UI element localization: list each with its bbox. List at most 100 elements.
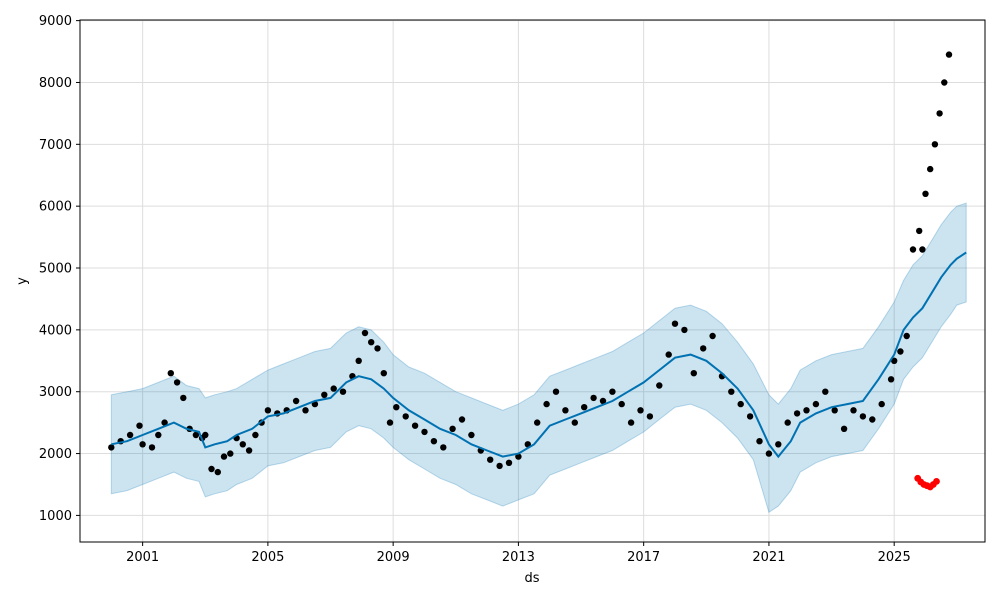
observed-point xyxy=(709,332,716,340)
observed-point xyxy=(922,190,929,197)
observed-point xyxy=(609,388,616,395)
observed-point xyxy=(468,431,475,439)
observed-point xyxy=(126,431,134,439)
observed-point xyxy=(202,431,209,439)
observed-point xyxy=(220,453,228,460)
observed-point xyxy=(180,394,187,402)
observed-point xyxy=(440,444,447,451)
observed-point xyxy=(534,419,541,426)
observed-point xyxy=(775,441,782,448)
observed-point xyxy=(245,447,253,454)
observed-point xyxy=(690,370,697,377)
observed-point xyxy=(487,456,494,463)
observed-point xyxy=(756,438,763,445)
observed-point xyxy=(891,357,898,364)
observed-point xyxy=(859,413,867,420)
observed-point xyxy=(941,79,948,86)
observed-point xyxy=(681,326,688,334)
observed-point xyxy=(252,431,259,439)
observed-point xyxy=(380,370,387,377)
observed-point xyxy=(321,391,328,398)
observed-point xyxy=(840,425,848,432)
x-axis-ticks: 2001 2005 2009 2013 2017 2021 2025 xyxy=(126,542,911,565)
observed-point xyxy=(646,413,654,420)
observed-point xyxy=(458,416,466,423)
observed-point xyxy=(656,382,663,389)
observed-point xyxy=(167,370,174,377)
observed-point xyxy=(239,441,246,448)
observed-point xyxy=(945,51,953,58)
observed-point xyxy=(812,400,820,408)
observed-point xyxy=(909,246,917,253)
observed-point xyxy=(161,419,168,426)
x-tick-label: 2025 xyxy=(878,550,911,565)
x-tick-label: 2017 xyxy=(627,550,660,565)
observed-point xyxy=(192,431,200,439)
observed-point xyxy=(292,397,300,405)
observed-point xyxy=(793,410,801,417)
observed-point xyxy=(393,404,400,411)
observed-point xyxy=(728,388,735,395)
observed-point xyxy=(887,376,895,383)
observed-point xyxy=(421,428,428,436)
y-tick-label: 2000 xyxy=(39,447,72,462)
observed-point xyxy=(700,345,707,352)
observed-point xyxy=(339,388,347,395)
plot-frame xyxy=(79,19,986,543)
x-tick-label: 2005 xyxy=(251,550,284,565)
observed-point xyxy=(173,379,181,386)
observed-point xyxy=(831,407,838,414)
observed-point xyxy=(850,407,857,414)
y-tick-label: 7000 xyxy=(39,138,72,153)
forecast-line-group xyxy=(111,251,967,459)
observed-point xyxy=(386,419,394,426)
observed-point xyxy=(543,400,550,408)
observed-point xyxy=(148,444,156,451)
observed-point xyxy=(878,400,885,408)
observed-point xyxy=(897,348,904,355)
observed-point xyxy=(590,394,597,402)
observed-point xyxy=(581,404,588,411)
observed-point xyxy=(355,357,362,364)
y-tick-label: 3000 xyxy=(39,385,72,400)
y-tick-label: 5000 xyxy=(39,262,72,277)
observed-point xyxy=(496,462,503,470)
observed-point xyxy=(108,444,115,451)
observed-points xyxy=(108,51,953,476)
observed-point xyxy=(571,419,578,426)
observed-point xyxy=(227,450,234,457)
grid xyxy=(80,20,985,542)
forecast-line xyxy=(111,251,967,459)
observed-point xyxy=(737,400,744,408)
y-tick-label: 8000 xyxy=(39,76,72,91)
observed-point xyxy=(562,407,569,414)
observed-point xyxy=(368,339,375,346)
observed-point xyxy=(330,385,337,392)
y-axis-ticks: 1000 2000 3000 4000 5000 6000 7000 8000 9000 xyxy=(39,14,80,524)
y-tick-label: 9000 xyxy=(39,14,72,29)
y-axis-label: y xyxy=(15,277,30,285)
observed-point xyxy=(665,351,672,358)
observed-point xyxy=(361,329,369,337)
observed-point xyxy=(936,110,943,117)
observed-point xyxy=(411,422,419,429)
observed-point xyxy=(916,227,923,235)
observed-point xyxy=(599,397,607,405)
x-tick-label: 2013 xyxy=(502,550,535,565)
recent-points xyxy=(914,474,940,491)
observed-point xyxy=(139,441,146,448)
observed-point xyxy=(214,468,221,476)
observed-point xyxy=(671,320,679,327)
observed-point xyxy=(374,345,381,352)
observed-point xyxy=(931,141,939,148)
observed-point xyxy=(155,431,162,439)
observed-point xyxy=(919,246,926,253)
observed-point xyxy=(524,441,531,448)
observed-point xyxy=(515,453,522,460)
y-tick-label: 1000 xyxy=(39,509,72,524)
observed-point xyxy=(746,413,754,420)
recent-point xyxy=(933,478,940,485)
observed-point xyxy=(552,388,560,395)
